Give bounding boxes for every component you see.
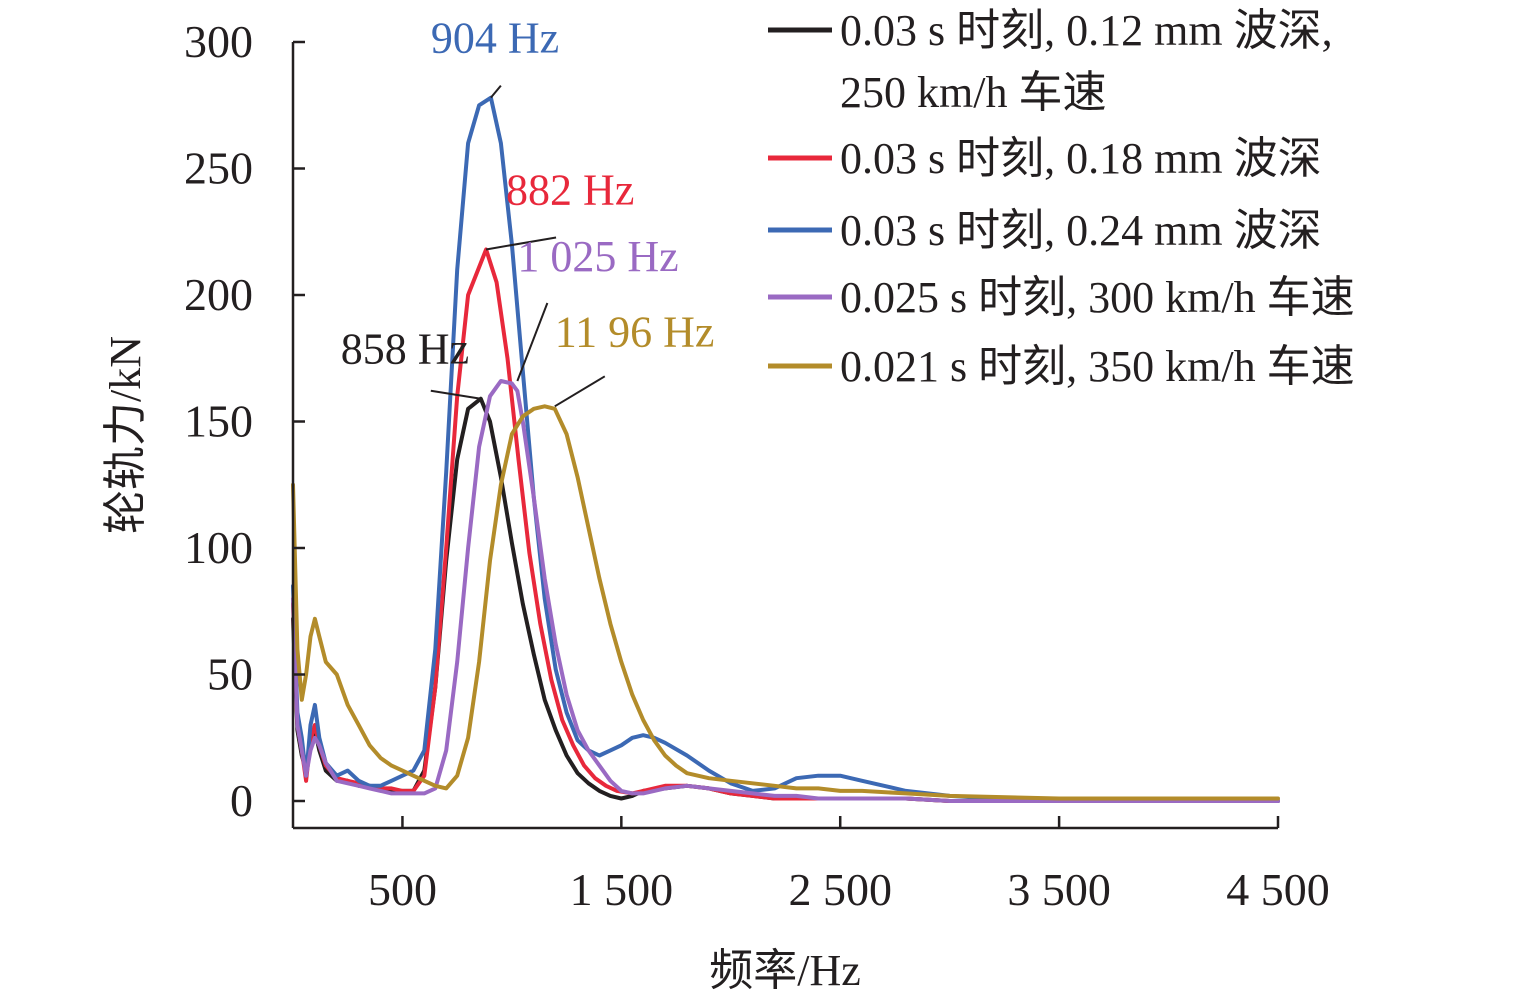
- plot-lines: [291, 95, 1280, 803]
- series-line-5: [291, 404, 1280, 801]
- series-line-4: [291, 379, 1280, 803]
- peak-leader-line: [516, 302, 549, 382]
- peak-labels: 858 Hz 882 Hz 904 Hz 1 025 Hz 11 96 Hz: [341, 14, 715, 408]
- peak-leader-line: [490, 85, 502, 99]
- peak-label: 1 025 Hz: [517, 232, 678, 281]
- peak-leader-line: [430, 389, 481, 400]
- y-tick-label: 0: [230, 775, 253, 826]
- x-ticks: 500 1 500 2 500 3 500 4 500: [368, 816, 1330, 915]
- peak-label: 858 Hz: [341, 325, 469, 374]
- legend: 0.03 s 时刻, 0.12 mm 波深, 250 km/h 车速 0.03 s …: [768, 6, 1355, 391]
- peak-label: 904 Hz: [431, 14, 559, 63]
- x-tick-label: 1 500: [570, 864, 674, 915]
- legend-label: 0.021 s 时刻, 350 km/h 车速: [840, 342, 1355, 391]
- x-tick-label: 2 500: [788, 864, 892, 915]
- y-ticks: 0 50 100 150 200 250 300: [184, 16, 305, 826]
- legend-label: 0.03 s 时刻, 0.18 mm 波深: [840, 134, 1322, 183]
- peak-label: 882 Hz: [506, 165, 634, 214]
- peak-leader-line: [485, 236, 557, 251]
- x-tick-label: 3 500: [1007, 864, 1111, 915]
- series-line-3: [291, 95, 1280, 803]
- legend-label: 0.025 s 时刻, 300 km/h 车速: [840, 273, 1355, 322]
- x-axis-title: 频率/Hz: [709, 946, 861, 995]
- y-tick-label: 200: [184, 269, 253, 320]
- series-line-2: [291, 247, 1280, 803]
- y-tick-label: 50: [207, 649, 253, 700]
- peak-label: 11 96 Hz: [555, 307, 715, 356]
- y-tick-label: 300: [184, 16, 253, 67]
- x-tick-label: 4 500: [1226, 864, 1330, 915]
- y-axis-title: 轮轨力/kN: [101, 336, 150, 534]
- axes: [291, 42, 1278, 830]
- peak-leader-line: [554, 375, 606, 408]
- legend-label: 0.03 s 时刻, 0.24 mm 波深: [840, 206, 1322, 255]
- legend-label: 250 km/h 车速: [840, 68, 1106, 117]
- y-tick-label: 250: [184, 143, 253, 194]
- legend-label: 0.03 s 时刻, 0.12 mm 波深,: [840, 6, 1333, 55]
- y-tick-label: 150: [184, 396, 253, 447]
- x-tick-label: 500: [368, 864, 437, 915]
- y-tick-label: 100: [184, 522, 253, 573]
